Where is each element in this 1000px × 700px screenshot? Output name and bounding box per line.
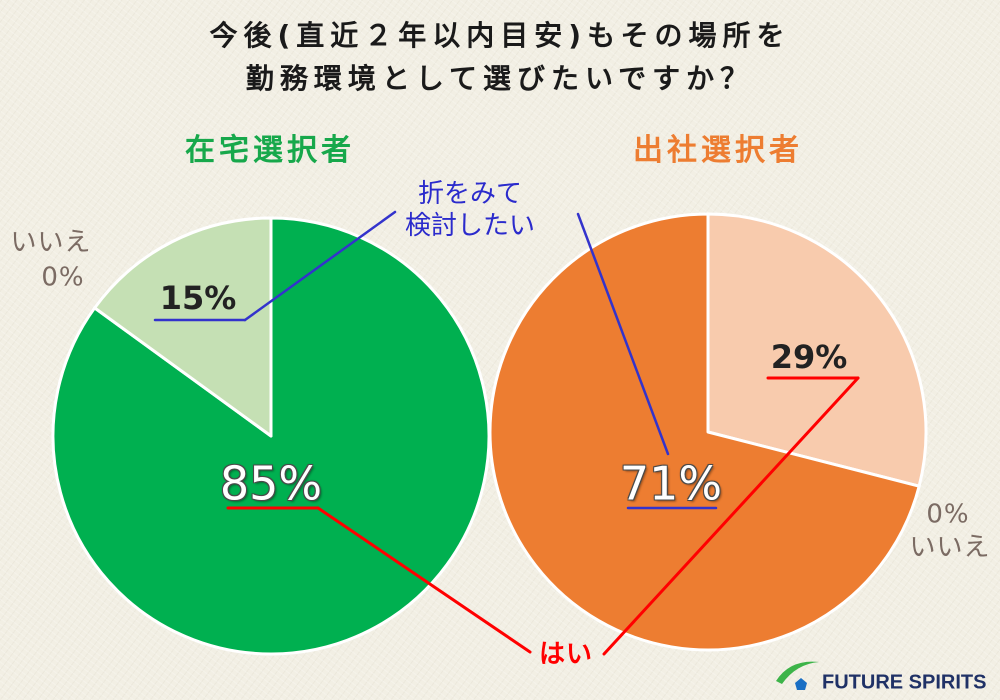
remote-workers-heading: 在宅選択者 [185,133,355,168]
office-no-category-label: いいえ [909,532,991,563]
office-reconsider-percent-label: 71% [619,456,723,511]
remote-no-category-label: いいえ [10,227,92,258]
office-no-percent-label: 0% [926,499,970,530]
remote-yes-percent-label: 85% [219,456,323,511]
swoosh-house-icon [776,661,819,690]
remote-pie-slice-reconsider [93,216,273,438]
remote-workers-pie [51,216,491,656]
office-pie-slice-yes [706,212,928,488]
remote-no-percent-label: 0% [41,262,85,293]
remote-pie-slice-yes [51,216,491,656]
remote-yes-connector [316,506,532,654]
remote-reconsider-connector [243,210,397,322]
logo: FUTURE SPIRITS [774,656,990,696]
office-workers-heading: 出社選択者 [633,133,803,168]
office-pie-slice-reconsider [488,212,921,652]
remote-reconsider-percent-label: 15% [159,278,237,317]
office-reconsider-connector [576,212,670,456]
yes-callout-label: はい [538,639,594,670]
page-title-line-2: 勤務環境として選びたいですか？ [245,62,755,96]
page-title-line-1: 今後(直近２年以内目安)もその場所を [209,19,791,53]
reconsider-callout-label: 折をみて 検討したい [404,179,536,241]
logo-text: FUTURE SPIRITS [822,671,987,694]
office-yes-connector [602,376,860,656]
office-workers-pie [488,212,928,652]
office-yes-percent-label: 29% [770,337,848,376]
